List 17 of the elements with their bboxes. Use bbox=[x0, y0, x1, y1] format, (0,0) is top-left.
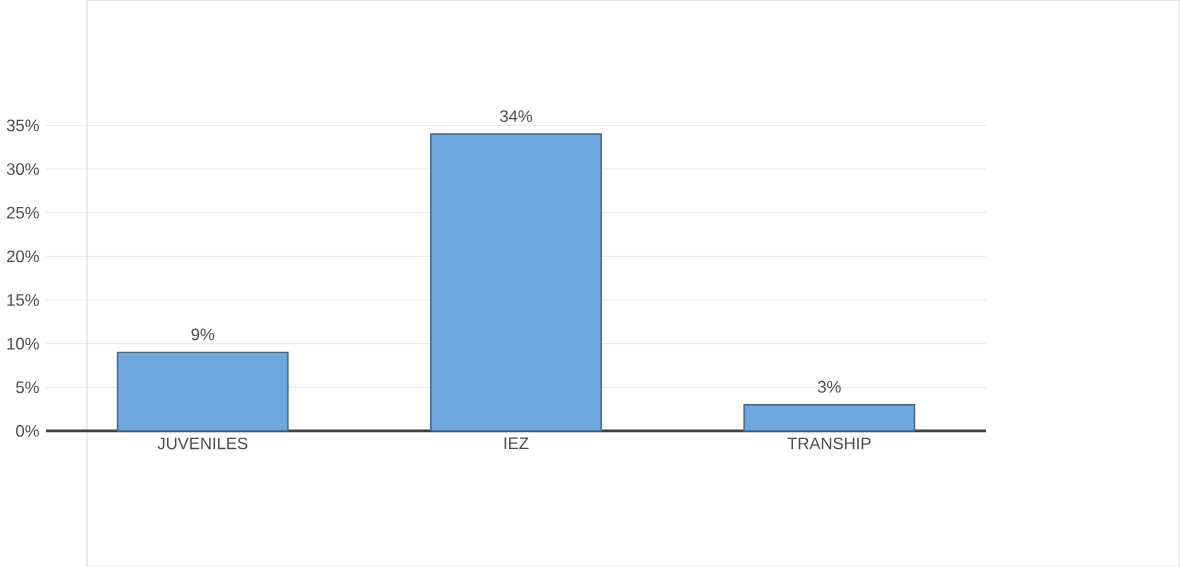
y-tick-label: 35% bbox=[6, 119, 39, 132]
x-tick-label: IEZ bbox=[504, 437, 529, 449]
x-tick-label: JUVENILES bbox=[157, 437, 248, 450]
data-label: 9% bbox=[191, 328, 215, 341]
bar bbox=[430, 133, 602, 432]
y-tick-label: 10% bbox=[7, 337, 39, 350]
y-tick-label: 25% bbox=[7, 206, 39, 219]
y-tick-label: 30% bbox=[6, 162, 39, 175]
y-tick-label: 5% bbox=[16, 381, 39, 393]
y-tick-label: 15% bbox=[7, 293, 39, 306]
y-tick-label: 20% bbox=[7, 250, 39, 263]
y-tick-label: 0% bbox=[16, 424, 39, 437]
data-label: 34% bbox=[499, 109, 533, 122]
bar bbox=[116, 351, 289, 432]
x-tick-label: TRANSHIP bbox=[787, 437, 871, 450]
data-label: 3% bbox=[817, 380, 841, 393]
bar bbox=[743, 403, 916, 432]
